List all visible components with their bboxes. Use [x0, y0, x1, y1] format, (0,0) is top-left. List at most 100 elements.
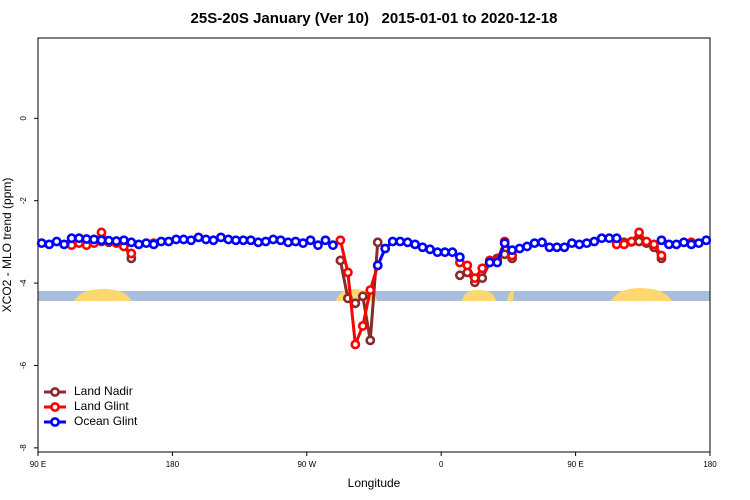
data-point	[372, 237, 383, 248]
data-point	[260, 236, 271, 247]
land-shape	[74, 288, 132, 301]
data-point	[350, 339, 361, 350]
data-point	[59, 239, 70, 250]
data-point	[238, 235, 249, 246]
data-point	[357, 291, 368, 302]
data-point	[641, 236, 652, 247]
data-point	[141, 238, 152, 249]
data-point	[118, 235, 129, 246]
data-point	[462, 260, 473, 271]
data-point	[611, 233, 622, 244]
legend-label: Ocean Glint	[74, 414, 138, 428]
data-point	[454, 252, 465, 263]
data-point	[477, 273, 488, 284]
data-point	[283, 237, 294, 248]
data-point	[305, 235, 316, 246]
data-point	[559, 242, 570, 253]
data-point	[104, 235, 114, 246]
data-point	[216, 232, 226, 243]
data-point	[514, 243, 525, 254]
y-axis-label: XCO2 - MLO trend (ppm)	[0, 178, 14, 313]
data-point	[298, 238, 308, 249]
data-point	[36, 238, 47, 249]
data-point	[469, 273, 480, 284]
data-point	[581, 238, 592, 249]
data-point	[626, 236, 637, 247]
y-tick-label: -8	[19, 444, 28, 452]
data-point	[96, 235, 107, 246]
data-point	[335, 235, 346, 246]
data-point	[74, 233, 84, 244]
data-point	[372, 260, 383, 271]
x-tick-label: 90 E	[30, 460, 46, 469]
legend-marker	[50, 387, 60, 397]
chart-title: 25S-20S January (Ver 10) 2015-01-01 to 2…	[191, 10, 558, 27]
land-shape	[611, 288, 672, 301]
data-point	[156, 236, 167, 247]
data-point	[589, 236, 600, 247]
data-point	[417, 242, 428, 253]
data-point	[328, 240, 338, 251]
data-point	[111, 236, 122, 246]
data-point	[313, 240, 323, 251]
data-point	[223, 234, 234, 245]
data-point	[522, 241, 532, 252]
data-point	[171, 234, 182, 245]
data-point	[529, 238, 540, 249]
data-point	[178, 234, 189, 245]
data-point	[574, 239, 585, 250]
x-axis-label: Longitude	[348, 476, 401, 490]
data-point	[402, 237, 413, 248]
data-point	[484, 257, 495, 268]
data-point	[245, 235, 256, 246]
data-point	[186, 235, 196, 246]
data-point	[320, 235, 331, 246]
data-point	[51, 236, 62, 247]
data-point	[253, 237, 264, 248]
data-point	[619, 239, 630, 250]
data-point	[671, 239, 682, 250]
data-point	[686, 239, 697, 250]
data-point	[492, 257, 503, 268]
data-point	[230, 235, 241, 246]
data-point	[387, 236, 398, 247]
x-tick-label: 90 E	[567, 460, 583, 469]
data-point	[66, 233, 77, 244]
data-point	[440, 247, 450, 258]
data-point	[410, 239, 420, 250]
data-point	[335, 255, 346, 266]
x-tick-label: 180	[703, 460, 717, 469]
data-point	[537, 237, 547, 248]
data-point	[148, 239, 159, 250]
data-point	[342, 267, 353, 278]
data-point	[664, 239, 674, 250]
data-point	[701, 235, 712, 246]
y-tick-label: -2	[19, 197, 28, 205]
data-point	[163, 236, 174, 247]
data-point	[634, 236, 644, 247]
data-point	[380, 243, 391, 254]
legend-marker	[50, 417, 60, 427]
data-point	[208, 235, 219, 246]
legend-label: Land Glint	[74, 399, 129, 413]
data-point	[201, 234, 211, 245]
data-point	[678, 237, 689, 248]
data-point	[275, 235, 286, 246]
land-shape	[507, 290, 514, 301]
data-point	[290, 236, 301, 247]
data-point	[477, 263, 488, 274]
x-tick-label: 90 W	[297, 460, 316, 469]
data-point	[454, 270, 465, 281]
data-point	[649, 239, 659, 250]
data-point	[268, 234, 279, 245]
data-point	[552, 242, 562, 253]
legend-marker	[50, 402, 60, 412]
data-point	[357, 321, 368, 331]
data-point	[656, 235, 667, 246]
data-point	[656, 250, 667, 261]
data-point	[395, 236, 406, 247]
data-point	[133, 239, 144, 250]
data-point	[634, 227, 644, 238]
